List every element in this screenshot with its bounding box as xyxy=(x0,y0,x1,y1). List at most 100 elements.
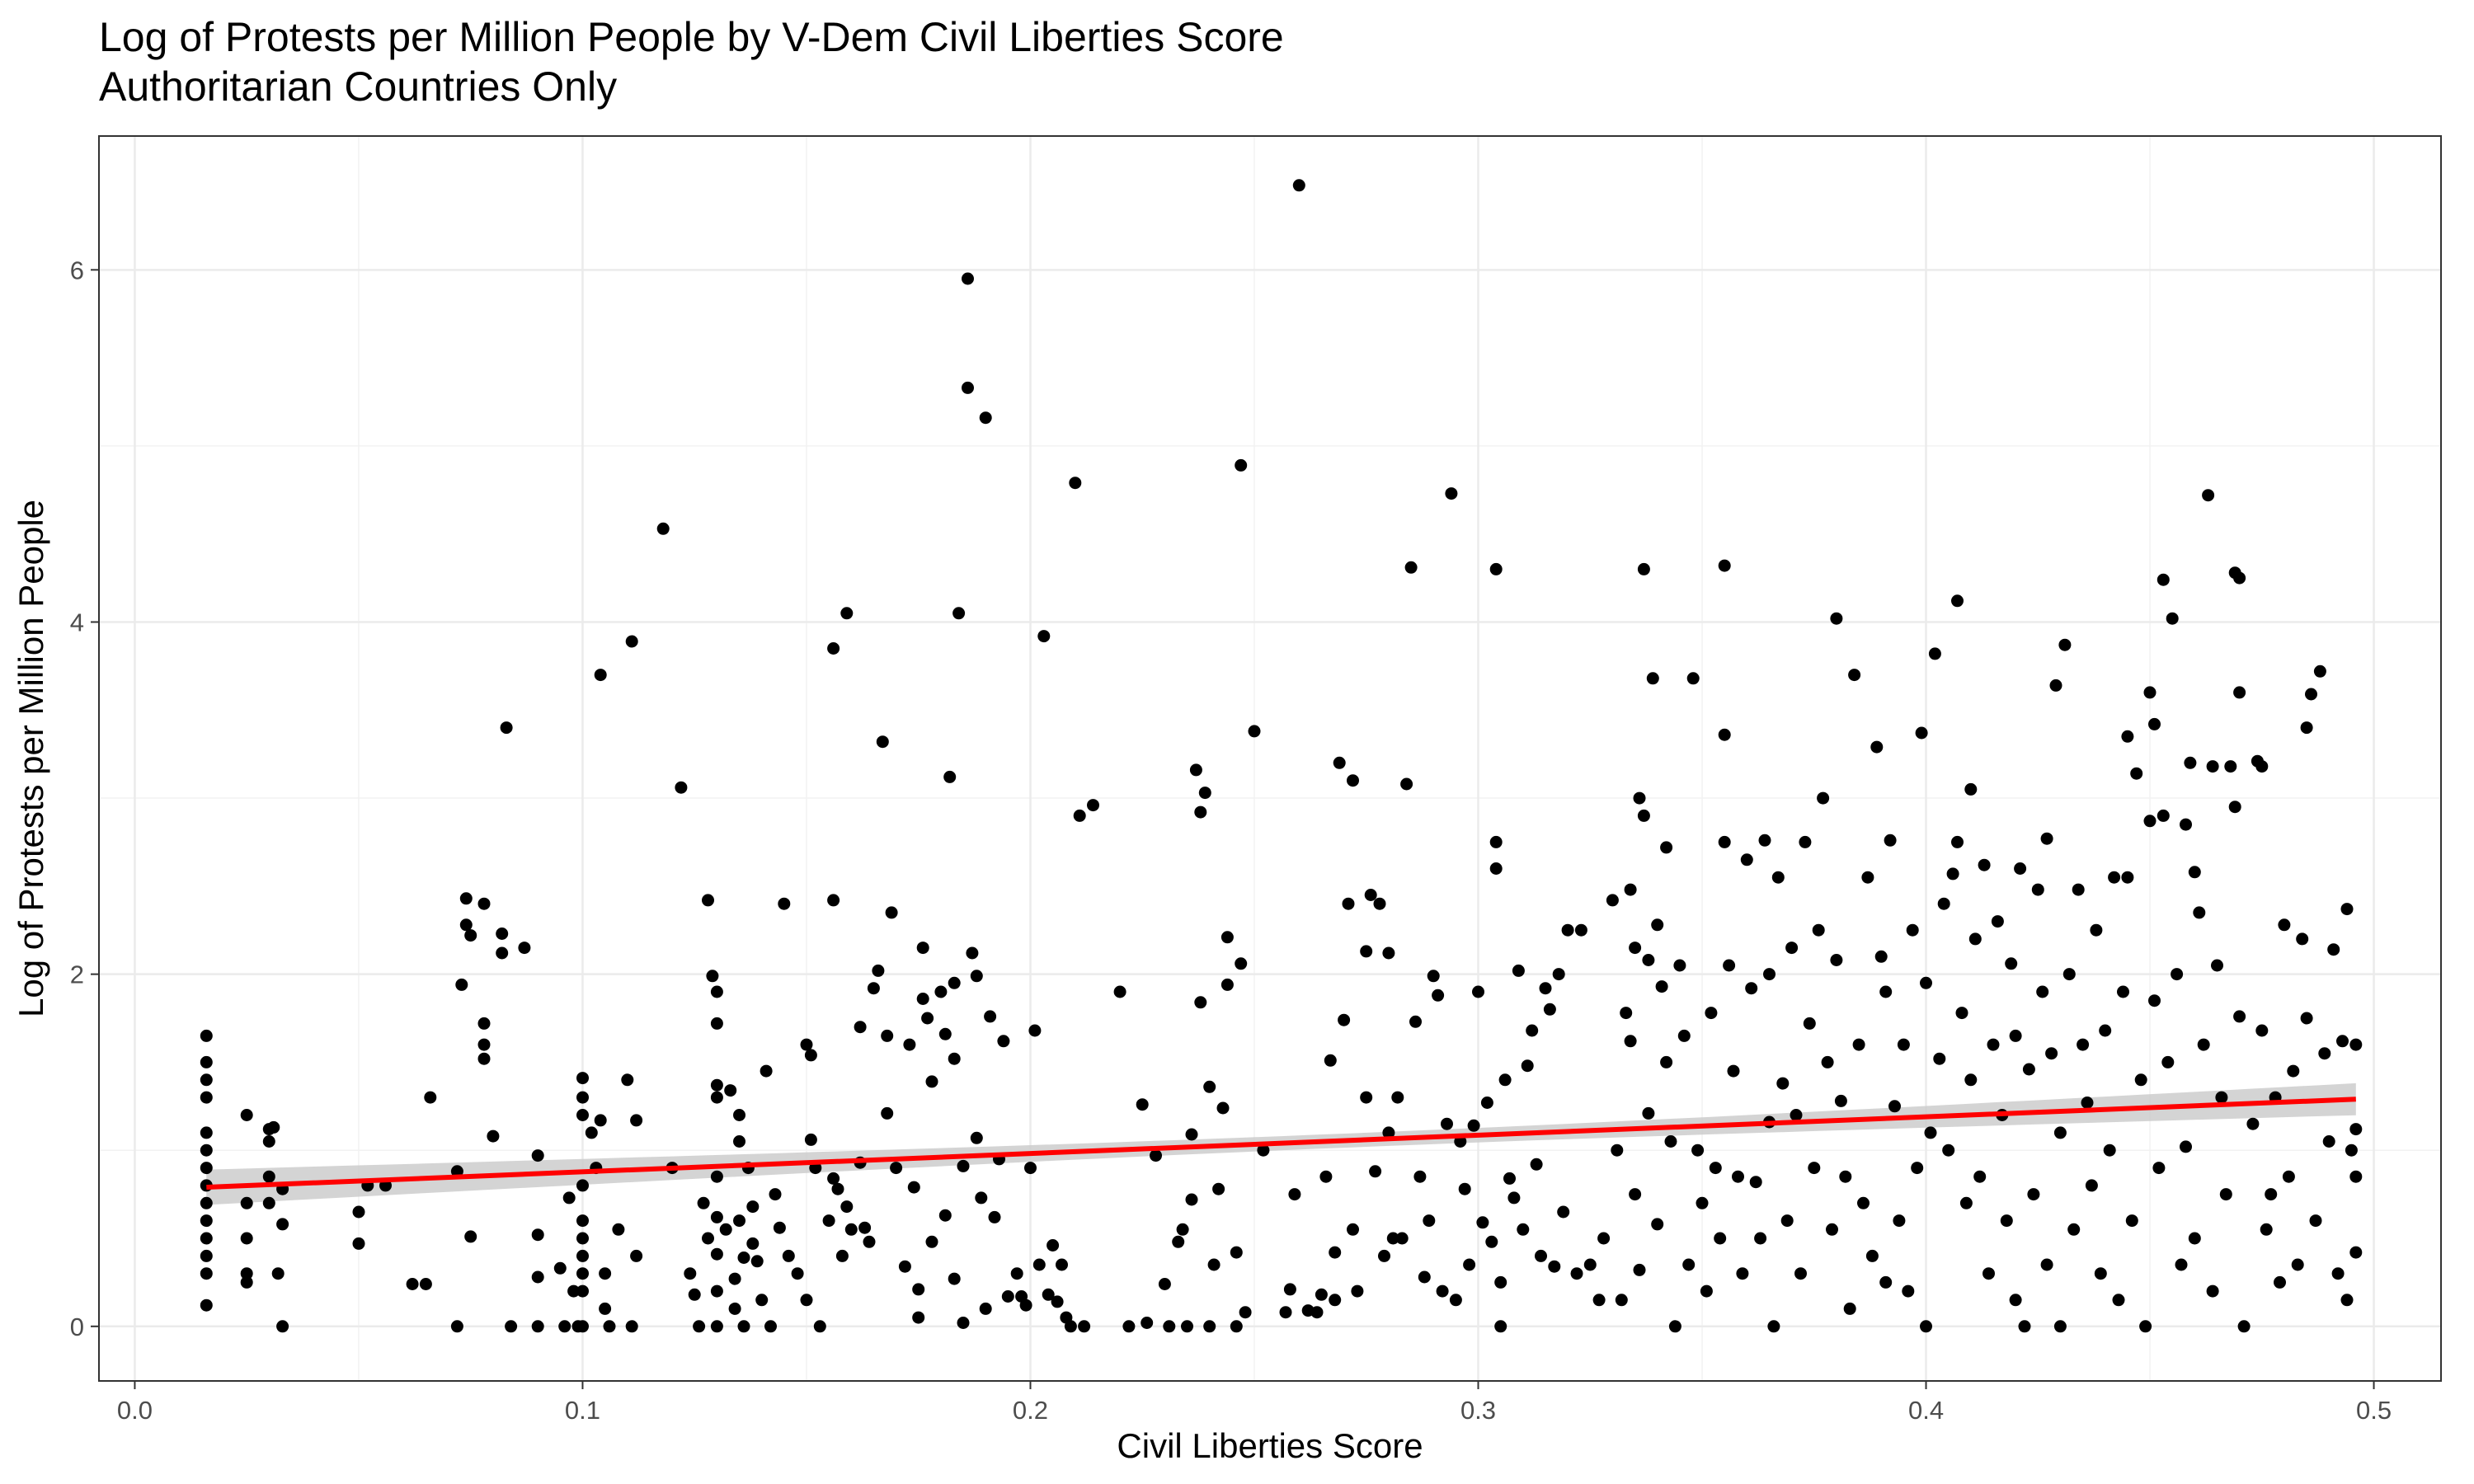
data-point xyxy=(1821,1055,1834,1068)
data-point xyxy=(2143,686,2157,699)
data-point xyxy=(1024,1162,1037,1175)
data-point xyxy=(840,607,854,620)
data-point xyxy=(1637,562,1650,575)
data-point xyxy=(1203,1320,1216,1333)
data-point xyxy=(1964,1073,1978,1087)
data-point xyxy=(1911,1162,1924,1175)
data-point xyxy=(1347,1223,1359,1236)
data-point xyxy=(2130,767,2143,780)
data-point xyxy=(1696,1196,1709,1209)
data-point xyxy=(1315,1288,1328,1301)
data-point xyxy=(487,1129,500,1143)
data-point xyxy=(1158,1278,1171,1290)
data-point xyxy=(1629,942,1642,955)
data-point xyxy=(773,1221,786,1234)
data-point xyxy=(2291,1258,2304,1271)
data-point xyxy=(2233,686,2246,699)
data-point xyxy=(898,1260,911,1273)
data-point xyxy=(1494,1275,1507,1289)
data-point xyxy=(1727,1064,1740,1078)
data-point xyxy=(1991,915,2004,928)
data-point xyxy=(804,1049,817,1062)
data-point xyxy=(1611,1144,1624,1157)
data-point xyxy=(872,964,885,977)
data-point xyxy=(1279,1306,1292,1319)
data-point xyxy=(2175,1258,2188,1271)
data-point xyxy=(2202,489,2215,502)
data-point xyxy=(2349,1170,2363,1183)
data-point xyxy=(1324,1054,1337,1067)
data-point xyxy=(710,1247,723,1261)
data-point xyxy=(2090,923,2103,937)
data-point xyxy=(997,1035,1010,1048)
data-point xyxy=(957,1317,970,1329)
data-point xyxy=(827,642,840,655)
data-point xyxy=(1700,1284,1713,1298)
data-point xyxy=(477,897,491,910)
data-point xyxy=(858,1221,872,1234)
data-point xyxy=(200,1298,213,1312)
data-point xyxy=(1503,1172,1516,1185)
data-point xyxy=(2166,612,2179,625)
data-point xyxy=(840,1200,854,1214)
data-point xyxy=(1001,1290,1014,1303)
data-point xyxy=(1319,1170,1333,1183)
data-point xyxy=(1808,1162,1821,1175)
data-point xyxy=(2143,815,2157,828)
data-point xyxy=(962,381,974,394)
data-point xyxy=(1543,1003,1556,1016)
data-point xyxy=(1776,1077,1790,1090)
data-point xyxy=(1526,1024,1539,1037)
data-point xyxy=(952,607,966,620)
data-point xyxy=(2053,1126,2067,1139)
data-point xyxy=(948,1052,961,1065)
data-point xyxy=(1942,1144,1955,1157)
data-point xyxy=(2246,1117,2260,1130)
data-point xyxy=(2031,883,2044,896)
data-point xyxy=(791,1267,804,1280)
data-point xyxy=(876,735,889,749)
data-point xyxy=(200,1029,213,1042)
data-point xyxy=(1633,1263,1646,1276)
data-point xyxy=(1629,1188,1642,1201)
data-point xyxy=(800,1294,813,1307)
data-point xyxy=(2152,1162,2166,1175)
data-point xyxy=(1964,782,1978,796)
data-point xyxy=(1780,1214,1794,1228)
data-point xyxy=(675,781,688,794)
data-point xyxy=(2305,688,2317,701)
data-point xyxy=(1283,1283,1296,1296)
data-point xyxy=(2345,1144,2358,1157)
data-point xyxy=(733,1214,745,1228)
data-point xyxy=(2121,730,2134,743)
data-point xyxy=(1333,756,1346,769)
data-point xyxy=(975,1191,988,1205)
data-point xyxy=(728,1302,741,1315)
data-point xyxy=(1861,871,1874,884)
data-point xyxy=(2255,1024,2269,1037)
data-point xyxy=(1884,834,1897,847)
data-point xyxy=(1458,1182,1471,1195)
data-point xyxy=(464,929,477,942)
data-point xyxy=(2099,1024,2112,1037)
data-point xyxy=(1552,968,1565,981)
data-point xyxy=(1660,841,1673,854)
data-point xyxy=(1292,179,1305,192)
data-point xyxy=(1418,1270,1431,1284)
data-point xyxy=(576,1072,589,1085)
data-point xyxy=(2125,1214,2138,1228)
data-point xyxy=(1897,1038,1910,1051)
data-point xyxy=(2322,1135,2335,1148)
data-point xyxy=(2336,1035,2349,1048)
data-point xyxy=(1714,1232,1727,1245)
data-point xyxy=(1216,1101,1230,1115)
data-point xyxy=(943,770,957,783)
data-point xyxy=(1037,630,1051,643)
data-point xyxy=(594,669,607,682)
data-point xyxy=(240,1275,253,1289)
plot-border xyxy=(98,135,2442,1382)
data-point xyxy=(200,1196,213,1209)
data-point xyxy=(576,1179,589,1192)
data-point xyxy=(2139,1320,2152,1333)
data-point xyxy=(750,1255,764,1268)
